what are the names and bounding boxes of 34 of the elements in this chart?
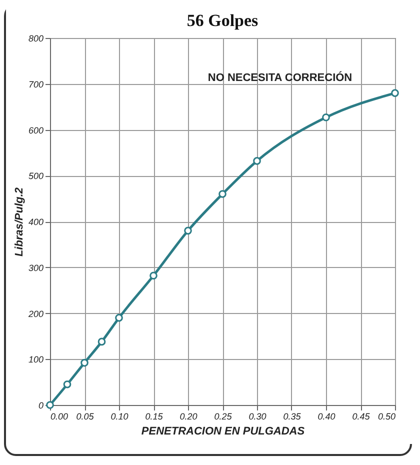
x-axis-title: PENETRACION EN PULGADAS [141,426,306,438]
point [80,358,88,367]
point [115,314,123,322]
point [391,89,399,97]
point [253,157,261,165]
point [184,226,192,235]
y-tick-label: 0 [38,400,44,410]
point [218,190,226,198]
chart-title: 56 Golpes [186,11,259,30]
y-tick-label: 400 [28,217,44,227]
x-tick-label: 0.20 [180,412,198,422]
x-tick-label: 0.40 [318,412,336,422]
annotation: NO NECESITA CORRECIÓN [208,71,352,84]
y-tick-label: 600 [28,125,44,136]
x-tick-label: 0.30 [248,412,266,422]
x-tick-label: 0.15 [145,412,164,422]
point [98,338,106,346]
x-tick-label: 0.10 [110,412,128,422]
y-tick-label: 700 [28,79,44,90]
x-tick-label: 0.50 [378,412,396,422]
x-tick-label: 0.05 [76,412,95,422]
y-tick-label: 200 [27,308,44,319]
y-tick-label: 800 [28,34,44,44]
point [150,272,158,280]
x-tick-label: 0.35 [283,412,302,422]
point [322,113,330,122]
x-tick-label: 0.45 [352,412,371,422]
y-axis-title: Libras/Pulg.2 [13,187,26,257]
y-tick-label: 500 [28,171,44,182]
y-tick-label: 100 [28,354,44,365]
x-tick-label: 0.00 [50,412,68,422]
point [63,380,72,388]
x-tick-label: 0.25 [214,412,233,422]
y-tick-label: 300 [28,262,44,273]
